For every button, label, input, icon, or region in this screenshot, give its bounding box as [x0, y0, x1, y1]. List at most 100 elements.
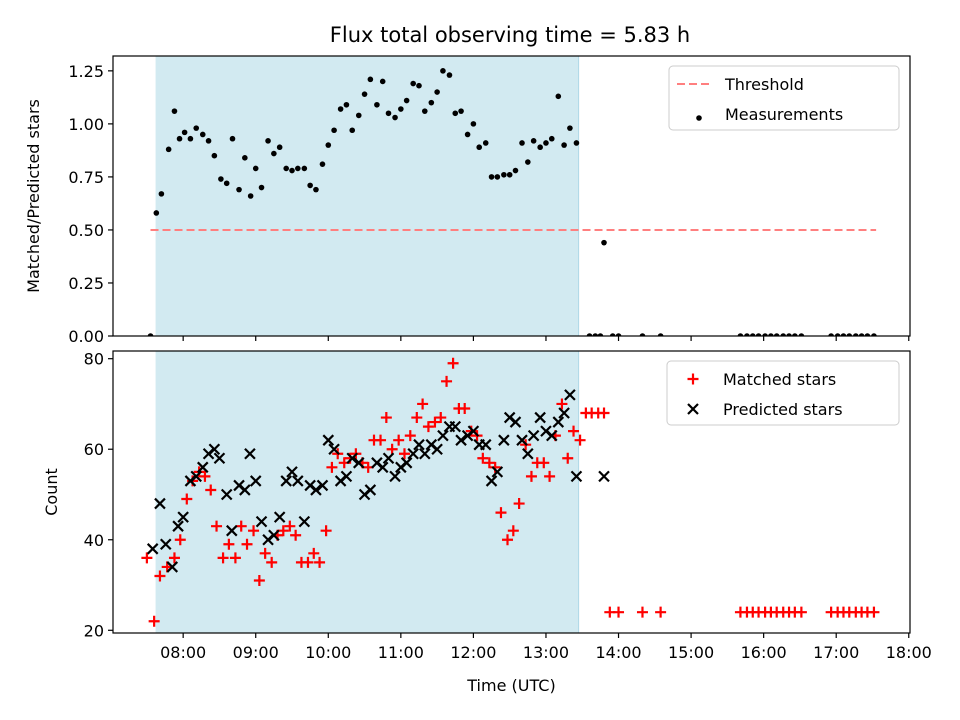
measurement-point	[537, 144, 543, 151]
measurement-point	[349, 127, 356, 134]
measurement-point	[165, 146, 172, 153]
predicted-star-point	[177, 511, 189, 523]
measurement-point	[858, 333, 865, 336]
measurement-point	[446, 72, 453, 78]
matched-star-point	[259, 547, 271, 559]
measurement-point	[470, 121, 477, 127]
matched-star-point	[205, 484, 217, 496]
predicted-star-point	[527, 429, 540, 442]
y-axis-label: Matched/Predicted stars	[24, 99, 43, 293]
matched-star-point	[477, 452, 489, 464]
measurement-point	[247, 193, 254, 199]
matched-star-point	[284, 520, 296, 532]
matched-star-point	[495, 507, 507, 519]
measurement-point	[331, 127, 337, 134]
y-tick-label: 1.25	[68, 62, 104, 81]
predicted-star-point	[545, 429, 558, 442]
matched-star-point	[181, 493, 193, 505]
matched-star-point	[459, 402, 471, 414]
matched-star-point	[655, 606, 667, 618]
y-tick-label: 40	[84, 531, 104, 550]
measurement-point	[573, 140, 580, 146]
figure-title: Flux total observing time = 5.83 h	[330, 23, 690, 47]
measurement-point	[374, 101, 380, 108]
measurement-point	[543, 140, 549, 146]
predicted-star-point	[340, 470, 353, 483]
predicted-star-point	[479, 438, 492, 451]
predicted-star-point	[449, 420, 462, 433]
predicted-star-point	[467, 425, 480, 437]
x-tick-label: 14:00	[595, 643, 641, 662]
x-axis-label: Time (UTC)	[466, 676, 555, 695]
axes-frame	[112, 55, 911, 337]
measurement-point	[452, 110, 459, 117]
axes-frame	[112, 350, 911, 634]
measurement-point	[403, 97, 410, 104]
matched-star-point	[574, 434, 586, 446]
measurement-point	[153, 210, 160, 216]
predicted-star-point	[431, 443, 443, 456]
matched-star-point	[598, 407, 610, 419]
matched-star-point	[290, 529, 302, 541]
measurement-point	[501, 171, 507, 178]
matched-star-point	[398, 448, 410, 460]
measurement-point	[343, 101, 350, 108]
y-tick-label: 60	[84, 440, 104, 459]
measurement-point	[252, 165, 259, 172]
measurement-point	[755, 333, 762, 336]
measurement-point	[398, 106, 404, 112]
x-tick-label: 08:00	[160, 643, 206, 662]
x-tick-label: 17:00	[813, 643, 859, 662]
plot-area	[147, 56, 877, 336]
measurement-point	[223, 180, 230, 187]
measurement-point	[488, 174, 495, 180]
x-tick-label: 18:00	[886, 643, 932, 662]
measurement-point	[506, 171, 513, 178]
measurement-point	[852, 333, 859, 336]
measurement-point	[258, 184, 265, 191]
measurement-point	[283, 165, 290, 172]
predicted-star-point	[208, 443, 221, 456]
y-axis-label: Count	[42, 468, 61, 516]
measurement-point	[464, 131, 471, 138]
x-tick-label: 11:00	[378, 643, 424, 662]
predicted-star-point	[364, 484, 377, 496]
predicted-star-point	[249, 475, 262, 487]
measurement-point	[361, 91, 368, 97]
y-tick-label: 0.75	[68, 168, 104, 187]
matched-star-point	[613, 606, 625, 618]
matched-star-point	[393, 434, 405, 446]
matched-star-point	[544, 470, 556, 482]
matched-star-point	[174, 534, 186, 546]
measurement-point	[147, 333, 154, 336]
measurement-point	[337, 106, 344, 112]
matched-star-point	[266, 556, 278, 568]
measurement-point	[218, 176, 224, 182]
measurement-point	[229, 135, 236, 142]
predicted-star-point	[196, 461, 209, 474]
y-tick-label: 0.50	[68, 221, 104, 240]
measurement-point	[749, 333, 756, 336]
matched-star-point	[568, 425, 580, 437]
measurement-point	[519, 140, 525, 146]
predicted-star-point	[558, 407, 570, 419]
matched-star-point	[435, 412, 447, 424]
predicted-star-point	[400, 457, 413, 469]
measurement-point	[561, 142, 567, 148]
measurement-point	[319, 161, 326, 167]
predicted-star-point	[516, 434, 528, 446]
measurement-point	[512, 167, 519, 174]
matched-star-point	[422, 421, 434, 433]
matched-star-point	[868, 606, 880, 618]
matched-star-point	[308, 547, 320, 559]
measurement-point	[307, 182, 313, 189]
predicted-star-point	[159, 538, 172, 551]
measurement-point	[840, 333, 847, 336]
x-tick-label: 09:00	[233, 643, 279, 662]
predicted-star-point	[190, 470, 203, 483]
y-tick-label: 1.00	[68, 115, 104, 134]
measurement-point	[828, 333, 834, 336]
matched-star-point	[154, 570, 166, 582]
predicted-star-point	[389, 470, 401, 483]
